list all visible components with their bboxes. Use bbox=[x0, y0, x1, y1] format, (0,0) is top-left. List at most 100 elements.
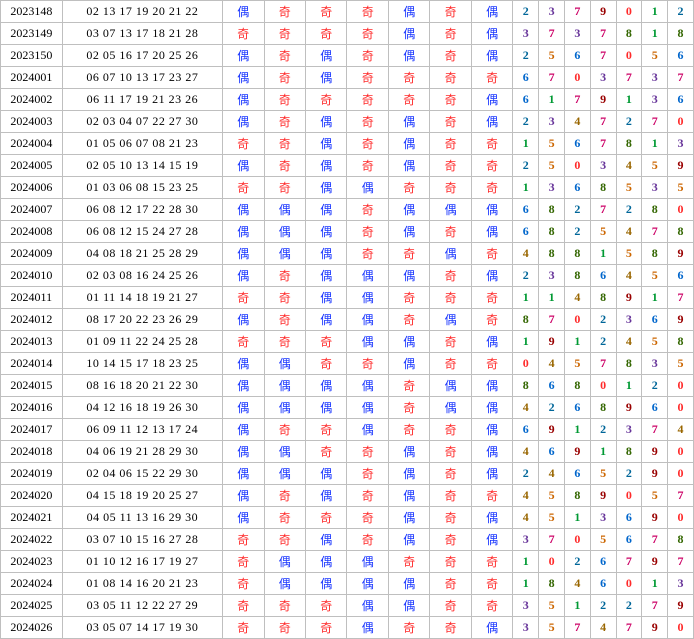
parity-cell: 偶 bbox=[347, 287, 388, 309]
digit-cell: 0 bbox=[668, 397, 694, 419]
digit-cell: 3 bbox=[590, 507, 616, 529]
period-id: 2024021 bbox=[1, 507, 63, 529]
parity-cell: 偶 bbox=[223, 397, 264, 419]
digit-cell: 5 bbox=[616, 177, 642, 199]
drawn-numbers: 02 04 06 15 22 29 30 bbox=[62, 463, 222, 485]
digit-cell: 6 bbox=[668, 89, 694, 111]
drawn-numbers: 01 09 11 22 24 25 28 bbox=[62, 331, 222, 353]
table-row: 202400206 11 17 19 21 23 26偶奇奇奇奇奇偶617913… bbox=[1, 89, 694, 111]
drawn-numbers: 02 05 16 17 20 25 26 bbox=[62, 45, 222, 67]
parity-cell: 偶 bbox=[223, 485, 264, 507]
parity-cell: 偶 bbox=[347, 595, 388, 617]
parity-cell: 偶 bbox=[223, 89, 264, 111]
parity-cell: 偶 bbox=[388, 199, 429, 221]
parity-cell: 奇 bbox=[430, 111, 471, 133]
table-row: 202400401 05 06 07 08 21 23奇奇偶奇偶奇奇156781… bbox=[1, 133, 694, 155]
parity-cell: 奇 bbox=[347, 89, 388, 111]
parity-cell: 偶 bbox=[223, 67, 264, 89]
parity-cell: 偶 bbox=[305, 155, 346, 177]
drawn-numbers: 06 09 11 12 13 17 24 bbox=[62, 419, 222, 441]
table-row: 202400806 08 12 15 24 27 28偶偶偶奇偶奇偶682547… bbox=[1, 221, 694, 243]
parity-cell: 偶 bbox=[347, 573, 388, 595]
period-id: 2024014 bbox=[1, 353, 63, 375]
digit-cell: 3 bbox=[668, 573, 694, 595]
digit-cell: 7 bbox=[590, 23, 616, 45]
parity-cell: 偶 bbox=[223, 507, 264, 529]
digit-cell: 3 bbox=[642, 353, 668, 375]
digit-cell: 7 bbox=[590, 353, 616, 375]
drawn-numbers: 02 03 04 07 22 27 30 bbox=[62, 111, 222, 133]
parity-cell: 偶 bbox=[471, 89, 512, 111]
digit-cell: 2 bbox=[590, 309, 616, 331]
table-row: 202401208 17 20 22 23 26 29偶奇偶偶奇偶奇870236… bbox=[1, 309, 694, 331]
parity-cell: 奇 bbox=[347, 441, 388, 463]
parity-cell: 奇 bbox=[471, 551, 512, 573]
digit-cell: 3 bbox=[513, 529, 539, 551]
digit-cell: 8 bbox=[616, 23, 642, 45]
parity-cell: 偶 bbox=[223, 463, 264, 485]
parity-cell: 奇 bbox=[430, 23, 471, 45]
parity-cell: 奇 bbox=[430, 89, 471, 111]
parity-cell: 奇 bbox=[347, 243, 388, 265]
digit-cell: 8 bbox=[668, 331, 694, 353]
digit-cell: 7 bbox=[668, 485, 694, 507]
parity-cell: 偶 bbox=[347, 309, 388, 331]
parity-cell: 偶 bbox=[388, 485, 429, 507]
parity-cell: 奇 bbox=[471, 287, 512, 309]
drawn-numbers: 04 06 19 21 28 29 30 bbox=[62, 441, 222, 463]
digit-cell: 4 bbox=[564, 111, 590, 133]
parity-cell: 奇 bbox=[305, 507, 346, 529]
digit-cell: 9 bbox=[642, 441, 668, 463]
parity-cell: 偶 bbox=[388, 353, 429, 375]
parity-cell: 偶 bbox=[305, 111, 346, 133]
table-row: 202400502 05 10 13 14 15 19偶奇偶奇偶奇奇250345… bbox=[1, 155, 694, 177]
table-row: 202401604 12 16 18 19 26 30偶偶偶偶奇偶偶426896… bbox=[1, 397, 694, 419]
parity-cell: 偶 bbox=[471, 617, 512, 639]
digit-cell: 5 bbox=[539, 155, 565, 177]
digit-cell: 2 bbox=[539, 397, 565, 419]
digit-cell: 1 bbox=[539, 287, 565, 309]
digit-cell: 3 bbox=[642, 89, 668, 111]
parity-cell: 偶 bbox=[388, 221, 429, 243]
digit-cell: 9 bbox=[539, 419, 565, 441]
digit-cell: 0 bbox=[539, 551, 565, 573]
parity-cell: 奇 bbox=[305, 441, 346, 463]
period-id: 2024022 bbox=[1, 529, 63, 551]
parity-cell: 偶 bbox=[347, 265, 388, 287]
digit-cell: 2 bbox=[564, 221, 590, 243]
parity-cell: 奇 bbox=[223, 573, 264, 595]
parity-cell: 奇 bbox=[264, 287, 305, 309]
digit-cell: 6 bbox=[564, 177, 590, 199]
digit-cell: 0 bbox=[564, 67, 590, 89]
parity-cell: 奇 bbox=[430, 441, 471, 463]
digit-cell: 2 bbox=[616, 199, 642, 221]
parity-cell: 奇 bbox=[388, 67, 429, 89]
digit-cell: 7 bbox=[642, 529, 668, 551]
digit-cell: 8 bbox=[616, 133, 642, 155]
digit-cell: 5 bbox=[539, 133, 565, 155]
parity-cell: 奇 bbox=[264, 309, 305, 331]
parity-cell: 奇 bbox=[264, 133, 305, 155]
period-id: 2024011 bbox=[1, 287, 63, 309]
digit-cell: 2 bbox=[616, 111, 642, 133]
period-id: 2024012 bbox=[1, 309, 63, 331]
parity-cell: 偶 bbox=[223, 265, 264, 287]
parity-cell: 奇 bbox=[430, 133, 471, 155]
digit-cell: 1 bbox=[642, 573, 668, 595]
digit-cell: 4 bbox=[513, 441, 539, 463]
parity-cell: 奇 bbox=[430, 1, 471, 23]
digit-cell: 2 bbox=[513, 111, 539, 133]
digit-cell: 0 bbox=[564, 309, 590, 331]
parity-cell: 奇 bbox=[471, 309, 512, 331]
parity-cell: 奇 bbox=[388, 287, 429, 309]
period-id: 2023148 bbox=[1, 1, 63, 23]
table-row: 202400706 08 12 17 22 28 30偶偶偶奇偶偶偶682728… bbox=[1, 199, 694, 221]
digit-cell: 0 bbox=[668, 507, 694, 529]
digit-cell: 3 bbox=[539, 1, 565, 23]
parity-cell: 奇 bbox=[223, 551, 264, 573]
digit-cell: 8 bbox=[616, 441, 642, 463]
parity-cell: 奇 bbox=[388, 551, 429, 573]
parity-cell: 偶 bbox=[388, 463, 429, 485]
digit-cell: 5 bbox=[668, 177, 694, 199]
digit-cell: 1 bbox=[590, 441, 616, 463]
